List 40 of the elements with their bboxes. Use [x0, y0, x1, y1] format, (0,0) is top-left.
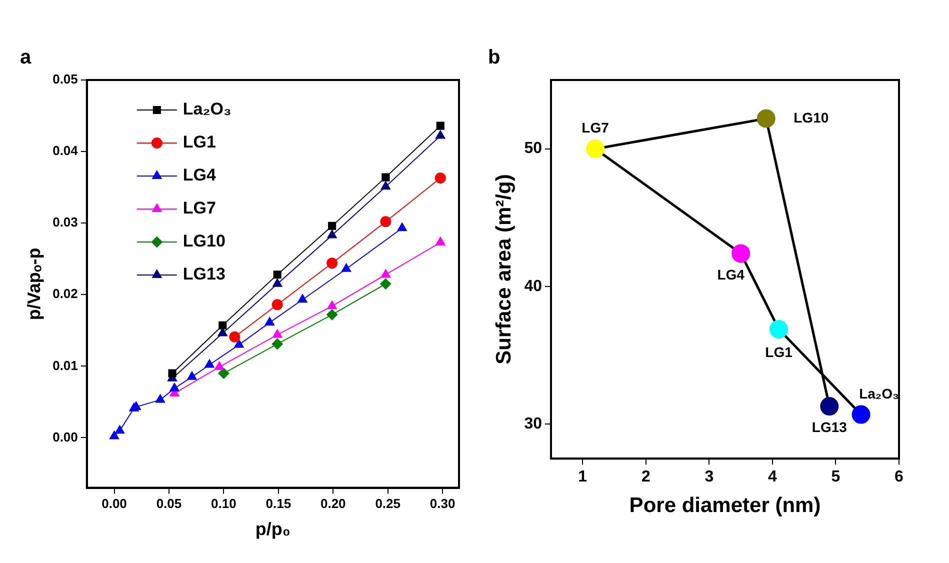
annotation: LG13: [812, 419, 848, 436]
x-tick-label: 3: [704, 468, 714, 486]
legend-label: LG7: [182, 198, 216, 218]
y-tick-label: 0.01: [52, 358, 78, 373]
chart-title: b: [488, 46, 500, 69]
y-axis-title: Surface area (m²/g): [492, 174, 516, 364]
y-tick-label: 0.03: [52, 214, 78, 230]
legend-label: LG10: [182, 232, 226, 251]
y-tick-label: 0.02: [52, 286, 78, 302]
x-tick-label: 0.05: [156, 496, 182, 512]
chart-title: a: [20, 46, 32, 69]
x-tick-label: 0.10: [211, 496, 236, 512]
y-tick-label: 50: [524, 140, 542, 158]
annotation: LG7: [582, 120, 610, 136]
annotation: LG1: [765, 344, 793, 360]
legend-label: LG1: [182, 132, 216, 152]
legend-label: LG13: [182, 264, 226, 284]
annotation: LG10: [794, 109, 829, 126]
annotation: La₂O₃: [859, 385, 899, 402]
x-tick-label: 1: [578, 468, 588, 486]
y-tick-label: 0.00: [52, 429, 78, 444]
y-tick-label: 0.04: [52, 143, 79, 158]
x-tick-label: 0.30: [430, 496, 456, 512]
x-axis-title: p/p₀: [255, 519, 291, 540]
x-tick-label: 0.20: [320, 496, 346, 512]
x-tick-label: 0.00: [102, 496, 127, 512]
legend-label: La₂O₃: [182, 100, 232, 119]
y-axis-title: p/Vapₒ-p: [24, 248, 44, 320]
y-tick-label: 40: [524, 278, 542, 295]
x-tick-label: 5: [831, 468, 840, 486]
y-tick-label: 0.05: [52, 72, 78, 87]
legend-label: LG4: [182, 166, 217, 185]
y-tick-label: 30: [524, 416, 542, 433]
annotation: LG4: [717, 266, 745, 282]
x-tick-label: 2: [641, 468, 650, 486]
x-tick-label: 6: [894, 468, 904, 486]
x-tick-label: 0.25: [375, 496, 401, 512]
x-axis-title: Pore diameter (nm): [629, 494, 821, 518]
x-tick-label: 0.15: [266, 496, 292, 512]
x-tick-label: 4: [768, 468, 777, 486]
